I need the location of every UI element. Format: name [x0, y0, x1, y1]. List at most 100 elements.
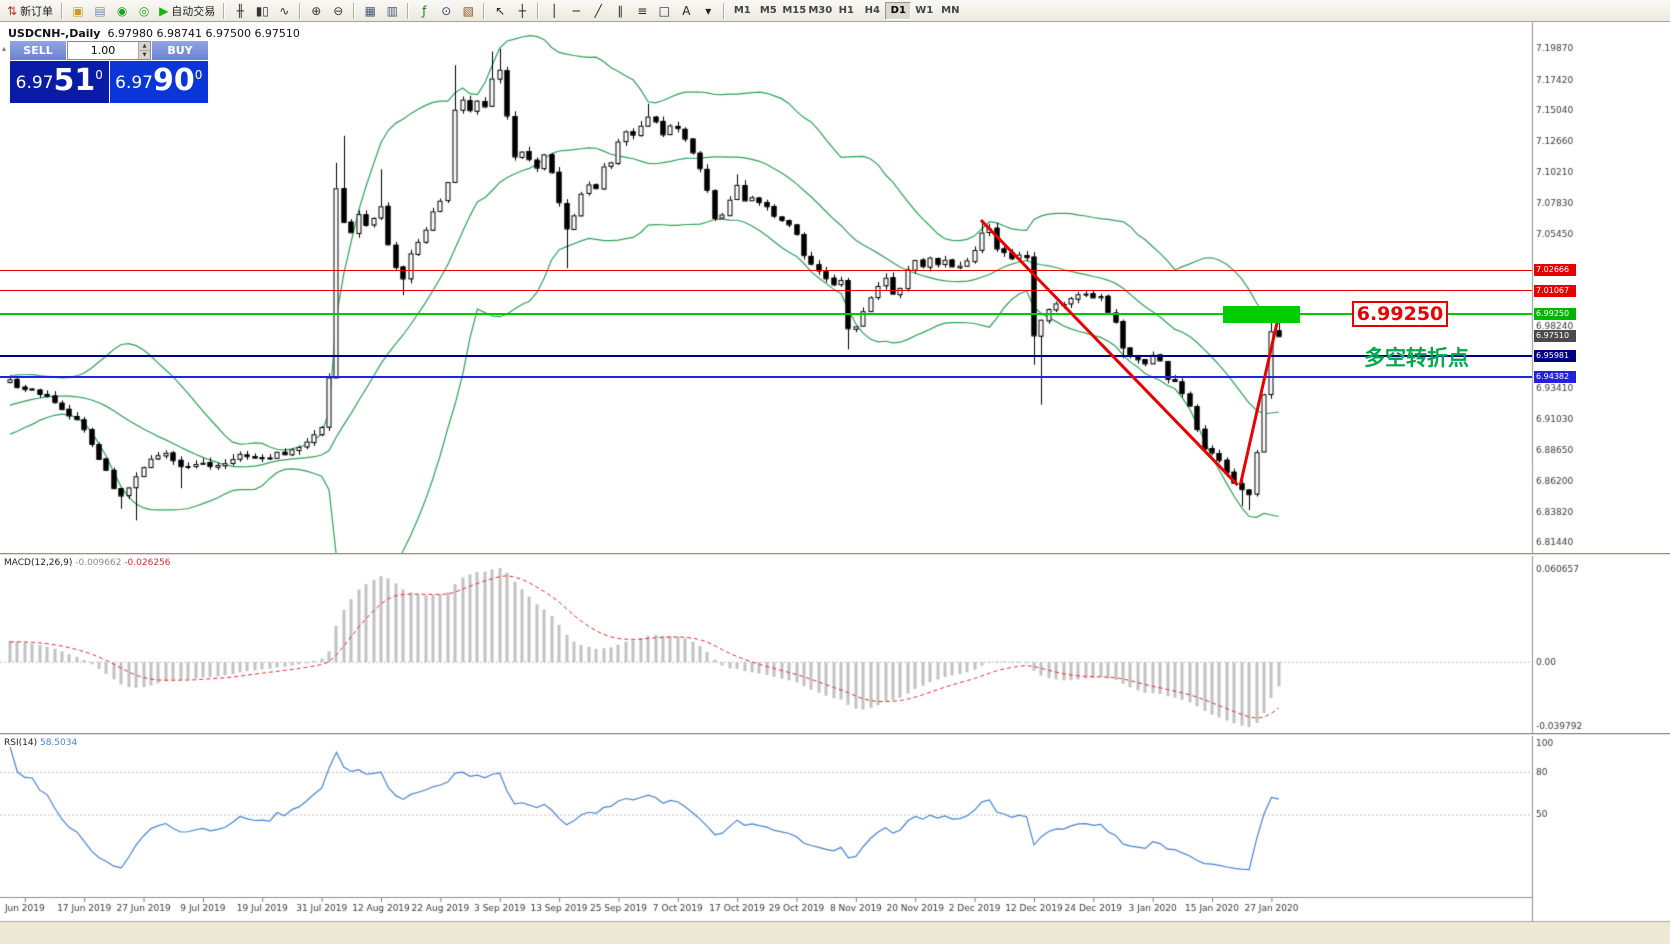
tile-windows-icon: ▦ — [364, 3, 376, 18]
timeframe-m1-button[interactable]: M1 — [733, 5, 751, 16]
buy-price-button[interactable]: 6.97 90 0 — [109, 61, 208, 103]
sell-price-big: 6.97 — [15, 73, 54, 93]
timeframe-h1-button[interactable]: H1 — [838, 5, 854, 16]
macd-name: MACD(12,26,9) — [4, 558, 73, 568]
cursor-button[interactable]: ↖ — [490, 2, 510, 20]
macd-panel[interactable] — [0, 556, 1532, 733]
arrows-icon: ▾ — [705, 3, 712, 18]
volume-down-icon[interactable]: ▼ — [139, 51, 150, 59]
buy-price-big: 6.97 — [115, 73, 153, 93]
toolbar-separator — [483, 2, 486, 19]
fibonacci-button[interactable]: ≡ — [632, 2, 652, 20]
zoom-out-button[interactable]: ⊖ — [328, 2, 348, 20]
time-axis[interactable] — [0, 898, 1532, 920]
timeframe-group: M1 M5 M15 M30 H1 H4 D1 W1 MN — [729, 1, 963, 20]
navigator-icon: ◎ — [138, 3, 150, 18]
sell-button[interactable]: SELL — [10, 41, 66, 60]
rsi-panel[interactable] — [0, 736, 1532, 896]
bar-chart-icon: ╫ — [236, 3, 244, 18]
new-order-icon: ⇅ — [7, 3, 18, 18]
profiles-icon: ▤ — [94, 3, 106, 18]
auto-trading-button[interactable]: ▶ 自动交易 — [156, 2, 218, 20]
ohlc-values: 6.97980 6.98741 6.97500 6.97510 — [107, 27, 300, 40]
zoom-in-button[interactable]: ⊕ — [306, 2, 326, 20]
navigator-button[interactable]: ◎ — [134, 2, 154, 20]
panel-separator-rsi[interactable] — [0, 733, 1670, 736]
profiles-button[interactable]: ▤ — [90, 2, 110, 20]
tile-windows-button[interactable]: ▦ — [360, 2, 380, 20]
periods-button[interactable]: ⊙ — [436, 2, 456, 20]
candlestick-chart-icon: ▮▯ — [255, 3, 269, 18]
rsi-value: 58.5034 — [39, 738, 78, 748]
fibonacci-icon: ≡ — [637, 3, 648, 18]
rsi-indicator-label: RSI(14) 58.5034 — [4, 738, 77, 748]
horizontal-line-icon: ─ — [572, 3, 580, 18]
bar-chart-button[interactable]: ╫ — [230, 2, 250, 20]
candlestick-chart-button[interactable]: ▮▯ — [252, 2, 272, 20]
toolbar: ⇅ 新订单 ▣ ▤ ◉ ◎ ▶ 自动交易 ╫ ▮▯ ∿ ⊕ ⊖ ▦ ▥ ƒ ⊙ ▧ ↖ ┼ │ ─ ╱ ∥ ≡ □ A ▾ M1 M5 M1… — [0, 0, 1670, 22]
indicators-button[interactable]: ƒ — [414, 2, 434, 20]
arrows-button[interactable]: ▾ — [698, 2, 718, 20]
timeframe-w1-button[interactable]: W1 — [915, 5, 934, 16]
sell-price-sub: 0 — [95, 68, 103, 82]
timeframe-d1-button[interactable]: D1 — [885, 1, 912, 20]
market-watch-button[interactable]: ◉ — [112, 2, 132, 20]
vertical-line-button[interactable]: │ — [544, 2, 564, 20]
panel-separator-macd[interactable] — [0, 553, 1670, 556]
trendline-icon: ╱ — [594, 3, 602, 18]
cursor-icon: ↖ — [495, 3, 506, 18]
timeframe-m30-button[interactable]: M30 — [808, 5, 833, 16]
sell-price-button[interactable]: 6.97 51 0 — [10, 61, 109, 103]
symbol-period-label: USDCNH-,Daily — [8, 27, 101, 40]
new-order-button-label: 新订单 — [20, 4, 54, 18]
shapes-icon: □ — [658, 3, 670, 18]
chart-window-button[interactable]: ▣ — [68, 2, 88, 20]
turning-point-label[interactable]: 多空转折点 — [1364, 346, 1469, 370]
main-chart-region[interactable] — [0, 24, 1532, 553]
toolbar-separator — [537, 2, 540, 19]
toolbar-separator — [407, 2, 410, 19]
toolbar-separator — [299, 2, 302, 19]
volume-spinner: ▲ ▼ — [138, 42, 150, 59]
macd-indicator-label: MACD(12,26,9) -0.009662 -0.026256 — [4, 558, 171, 568]
channel-button[interactable]: ∥ — [610, 2, 630, 20]
text-button[interactable]: A — [676, 2, 696, 20]
macd-main-value: -0.009662 — [75, 558, 122, 568]
timeframe-h4-button[interactable]: H4 — [864, 5, 880, 16]
trendline-button[interactable]: ╱ — [588, 2, 608, 20]
volume-input[interactable] — [68, 42, 138, 59]
timeframe-mn-button[interactable]: MN — [941, 5, 960, 16]
auto-arrange-button[interactable]: ▥ — [382, 2, 402, 20]
crosshair-icon: ┼ — [518, 3, 526, 18]
line-chart-icon: ∿ — [279, 3, 290, 18]
crosshair-button[interactable]: ┼ — [512, 2, 532, 20]
timeframe-m5-button[interactable]: M5 — [759, 5, 777, 16]
periods-icon: ⊙ — [441, 3, 452, 18]
volume-up-icon[interactable]: ▲ — [139, 42, 150, 51]
chart-window-icon: ▣ — [72, 3, 84, 18]
volume-field: ▲ ▼ — [67, 41, 151, 60]
price-axis[interactable] — [1532, 24, 1670, 896]
line-chart-button[interactable]: ∿ — [274, 2, 294, 20]
text-icon: A — [682, 3, 691, 18]
zoom-in-icon: ⊕ — [311, 3, 322, 18]
buy-price-sub: 0 — [194, 68, 203, 82]
horizontal-line-button[interactable]: ─ — [566, 2, 586, 20]
templates-button[interactable]: ▧ — [458, 2, 478, 20]
shapes-button[interactable]: □ — [654, 2, 674, 20]
buy-button[interactable]: BUY — [152, 41, 208, 60]
auto-arrange-icon: ▥ — [386, 3, 398, 18]
new-order-button[interactable]: ⇅ 新订单 — [4, 2, 56, 20]
price-callout-label[interactable]: 6.99250 — [1352, 301, 1448, 327]
vertical-line-icon: │ — [550, 3, 558, 18]
toolbar-separator — [353, 2, 356, 19]
chart-title: USDCNH-,Daily 6.97980 6.98741 6.97500 6.… — [8, 27, 300, 40]
toolbar-separator — [223, 2, 226, 19]
sell-price-pips: 51 — [53, 63, 96, 98]
timeframe-m15-button[interactable]: M15 — [782, 5, 807, 16]
market-watch-icon: ◉ — [116, 3, 128, 18]
buy-price-pips: 90 — [152, 63, 195, 98]
trade-panel-collapse-icon[interactable]: ▴ — [2, 44, 7, 53]
